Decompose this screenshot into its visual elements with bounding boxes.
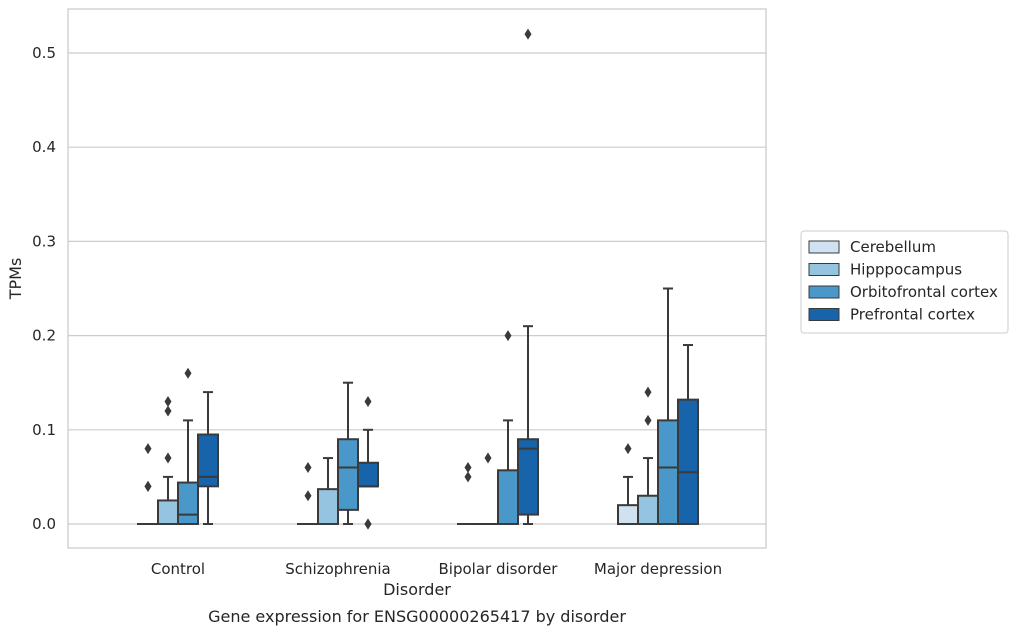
box-iqr: [317, 488, 339, 525]
box-group: [637, 386, 659, 525]
outlier-point: [484, 452, 492, 464]
outlier-point: [644, 386, 652, 398]
x-tick-label: Bipolar disorder: [439, 560, 559, 578]
x-tick-label: Major depression: [594, 560, 722, 578]
box-group: [297, 461, 319, 526]
box-group: [137, 443, 159, 526]
outlier-point: [184, 367, 192, 379]
box-iqr: [197, 433, 219, 488]
outlier-point: [504, 330, 512, 342]
box-iqr: [337, 438, 359, 511]
outlier-point: [364, 518, 372, 530]
x-axis-ticks: Control Schizophrenia Bipolar disorder Majo…: [151, 560, 722, 578]
outlier-point: [624, 443, 632, 455]
outlier-point: [144, 480, 152, 492]
box-group: [197, 391, 219, 525]
box-group: [177, 367, 199, 525]
outlier-point: [304, 490, 312, 502]
box-group: [157, 396, 179, 526]
box-group: [317, 457, 339, 525]
box-group: [477, 452, 499, 526]
box-iqr: [357, 461, 379, 488]
box-iqr: [157, 499, 179, 526]
box-iqr: [617, 504, 639, 526]
outlier-point: [464, 461, 472, 473]
legend-label: Prefrontal cortex: [850, 306, 975, 324]
box-iqr: [657, 419, 679, 526]
box-iqr: [637, 494, 659, 525]
box-iqr: [177, 481, 199, 525]
legend-label: Hipppocampus: [850, 261, 962, 279]
box-group: [657, 287, 679, 526]
outlier-point: [524, 28, 532, 40]
legend: Cerebellum Hipppocampus Orbitofrontal cort…: [800, 230, 1009, 334]
box-group: [357, 396, 379, 530]
plot-frame: [67, 8, 767, 549]
plot-boxes: [137, 28, 699, 530]
outlier-point: [464, 471, 472, 483]
y-tick-label: 0.4: [32, 138, 56, 156]
outlier-point: [164, 396, 172, 408]
legend-swatch: [808, 240, 840, 254]
legend-swatch: [808, 263, 840, 276]
box-group: [617, 443, 639, 526]
box-group: [497, 330, 519, 525]
y-tick-label: 0.2: [32, 327, 56, 345]
y-tick-label: 0.0: [32, 515, 56, 533]
outlier-point: [164, 405, 172, 417]
box-iqr: [677, 398, 699, 526]
y-axis-ticks: 0.0 0.1 0.2 0.3 0.4 0.5: [32, 44, 56, 533]
box-group: [337, 381, 359, 525]
y-axis-title: TPMs: [6, 258, 25, 301]
outlier-point: [644, 414, 652, 426]
legend-swatch: [808, 285, 840, 299]
box-group: [677, 344, 699, 526]
legend-frame: [800, 230, 1009, 334]
x-axis-title: Disorder: [383, 580, 451, 599]
legend-swatch: [808, 308, 840, 321]
y-tick-label: 0.1: [32, 421, 56, 439]
figure-caption: Gene expression for ENSG00000265417 by d…: [208, 607, 626, 626]
y-tick-label: 0.5: [32, 44, 56, 62]
box-iqr: [517, 438, 539, 516]
box-group: [517, 28, 539, 525]
outlier-point: [304, 461, 312, 473]
box-group: [457, 461, 479, 526]
outlier-point: [144, 443, 152, 455]
y-tick-label: 0.3: [32, 232, 56, 250]
outlier-point: [164, 452, 172, 464]
box-iqr: [497, 469, 519, 525]
x-tick-label: Control: [151, 560, 205, 578]
outlier-point: [364, 396, 372, 408]
legend-label: Orbitofrontal cortex: [850, 283, 998, 301]
x-tick-label: Schizophrenia: [285, 560, 390, 578]
legend-label: Cerebellum: [850, 238, 936, 256]
